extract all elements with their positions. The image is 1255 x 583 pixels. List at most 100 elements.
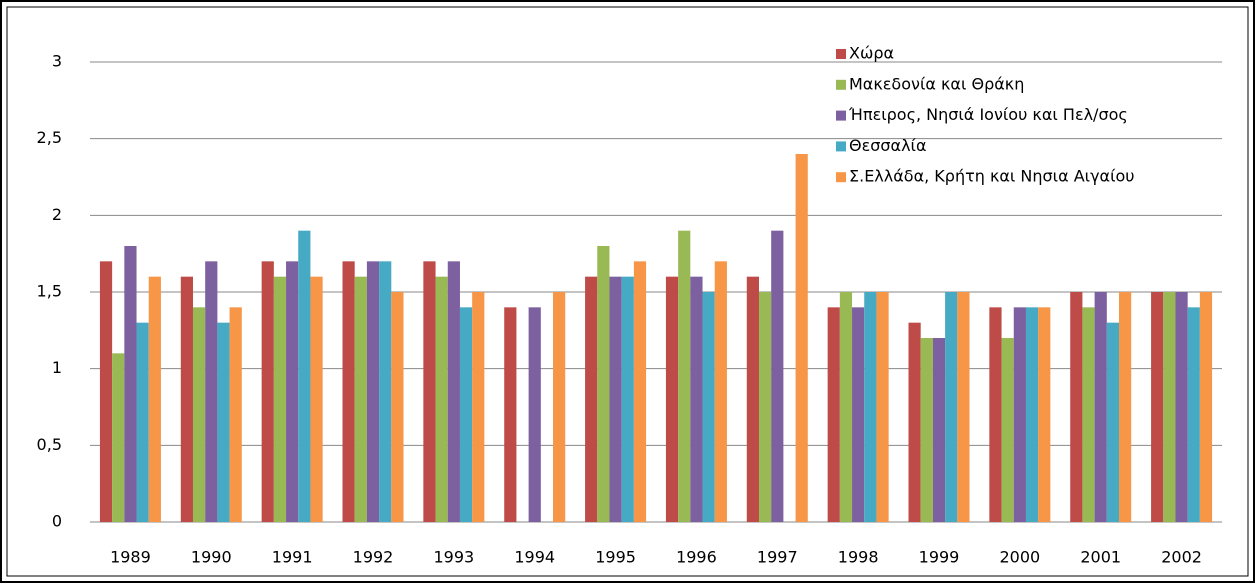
- legend-swatch: [836, 79, 846, 90]
- bar: [1070, 292, 1083, 522]
- bar: [989, 307, 1002, 522]
- bar: [1106, 322, 1120, 522]
- bar: [621, 276, 634, 522]
- x-tick-label: 1989: [110, 548, 151, 567]
- bar: [771, 230, 784, 522]
- bar: [99, 261, 113, 522]
- bar: [839, 292, 853, 522]
- x-tick-label: 1990: [191, 548, 232, 567]
- bar: [1199, 292, 1213, 522]
- bar: [827, 307, 840, 522]
- x-tick-label: 1999: [919, 548, 960, 567]
- bar: [852, 307, 865, 522]
- bar: [746, 276, 759, 522]
- bar: [205, 261, 218, 522]
- bar: [342, 261, 355, 522]
- bar: [1038, 307, 1051, 522]
- bar: [553, 292, 566, 522]
- bar: [585, 276, 598, 522]
- bar: [1187, 307, 1200, 522]
- x-tick-label: 1994: [514, 548, 555, 567]
- legend-label: Χώρα: [849, 44, 894, 63]
- bar: [1163, 292, 1176, 522]
- bar: [459, 307, 473, 522]
- plot-frame: [6, 6, 1249, 577]
- bar: [665, 276, 679, 522]
- x-tick-label: 2001: [1080, 548, 1121, 567]
- bar: [609, 276, 622, 522]
- y-tick-label: 2: [52, 205, 62, 224]
- bar: [1151, 292, 1164, 522]
- legend-swatch: [836, 110, 846, 121]
- legend-swatch: [836, 141, 846, 152]
- bar: [920, 338, 933, 522]
- bar: [124, 246, 137, 522]
- bar: [286, 261, 299, 522]
- bar: [795, 154, 808, 522]
- x-tick-label: 2002: [1161, 548, 1202, 567]
- bar: [112, 353, 125, 522]
- bar: [932, 338, 946, 522]
- bar: [1025, 307, 1039, 522]
- bar: [702, 292, 715, 522]
- bar: [957, 292, 970, 522]
- bar: [758, 292, 772, 522]
- bar: [876, 292, 889, 522]
- y-tick-label: 0: [52, 512, 62, 531]
- bar: [217, 322, 230, 522]
- bar: [435, 276, 448, 522]
- y-tick-label: 1,5: [37, 282, 62, 301]
- bar: [354, 276, 367, 522]
- bar: [945, 292, 958, 522]
- bar: [298, 230, 311, 522]
- x-tick-label: 1997: [757, 548, 798, 567]
- x-tick-label: 1995: [595, 548, 636, 567]
- bar: [597, 246, 610, 522]
- bar: [379, 261, 392, 522]
- y-tick-label: 0,5: [37, 435, 62, 454]
- bar: [1082, 307, 1095, 522]
- bar: [1175, 292, 1188, 522]
- legend-label: Μακεδονία και Θράκη: [849, 74, 1024, 93]
- x-tick-label: 1998: [838, 548, 879, 567]
- bar: [908, 322, 921, 522]
- bar: [528, 307, 541, 522]
- bar: [633, 261, 647, 522]
- bar: [391, 292, 404, 522]
- bar: [714, 261, 727, 522]
- x-tick-label: 2000: [999, 548, 1040, 567]
- bar: [310, 276, 323, 522]
- bar: [1001, 338, 1014, 522]
- legend-label: Θεσσαλία: [849, 136, 927, 155]
- bar: [273, 276, 287, 522]
- x-tick-label: 1996: [676, 548, 717, 567]
- legend-swatch: [836, 49, 846, 59]
- y-tick-label: 2,5: [37, 128, 62, 147]
- bar: [690, 276, 703, 522]
- y-tick-label: 3: [52, 52, 62, 71]
- bar: [472, 292, 485, 522]
- x-tick-label: 1991: [272, 548, 313, 567]
- bar: [1094, 292, 1107, 522]
- bar: [261, 261, 274, 522]
- bar: [1013, 307, 1026, 522]
- bar: [447, 261, 460, 522]
- bar: [148, 276, 161, 522]
- legend-label: Σ.Ελλάδα, Κρήτη και Νησια Αιγαίου: [849, 167, 1135, 186]
- bar: [229, 307, 242, 522]
- bar: [678, 230, 691, 522]
- bar: [136, 322, 149, 522]
- legend-swatch: [836, 172, 846, 183]
- bar: [864, 292, 877, 522]
- bar: [192, 307, 206, 522]
- y-tick-label: 1: [52, 358, 62, 377]
- x-tick-label: 1993: [433, 548, 474, 567]
- legend-label: Ήπειρος, Νησιά Ιονίου και Πελ/σος: [848, 105, 1128, 124]
- x-tick-label: 1992: [353, 548, 394, 567]
- bar: [1119, 292, 1132, 522]
- bar: [423, 261, 436, 522]
- bar: [366, 261, 380, 522]
- bar: [180, 276, 193, 522]
- bar: [504, 307, 517, 522]
